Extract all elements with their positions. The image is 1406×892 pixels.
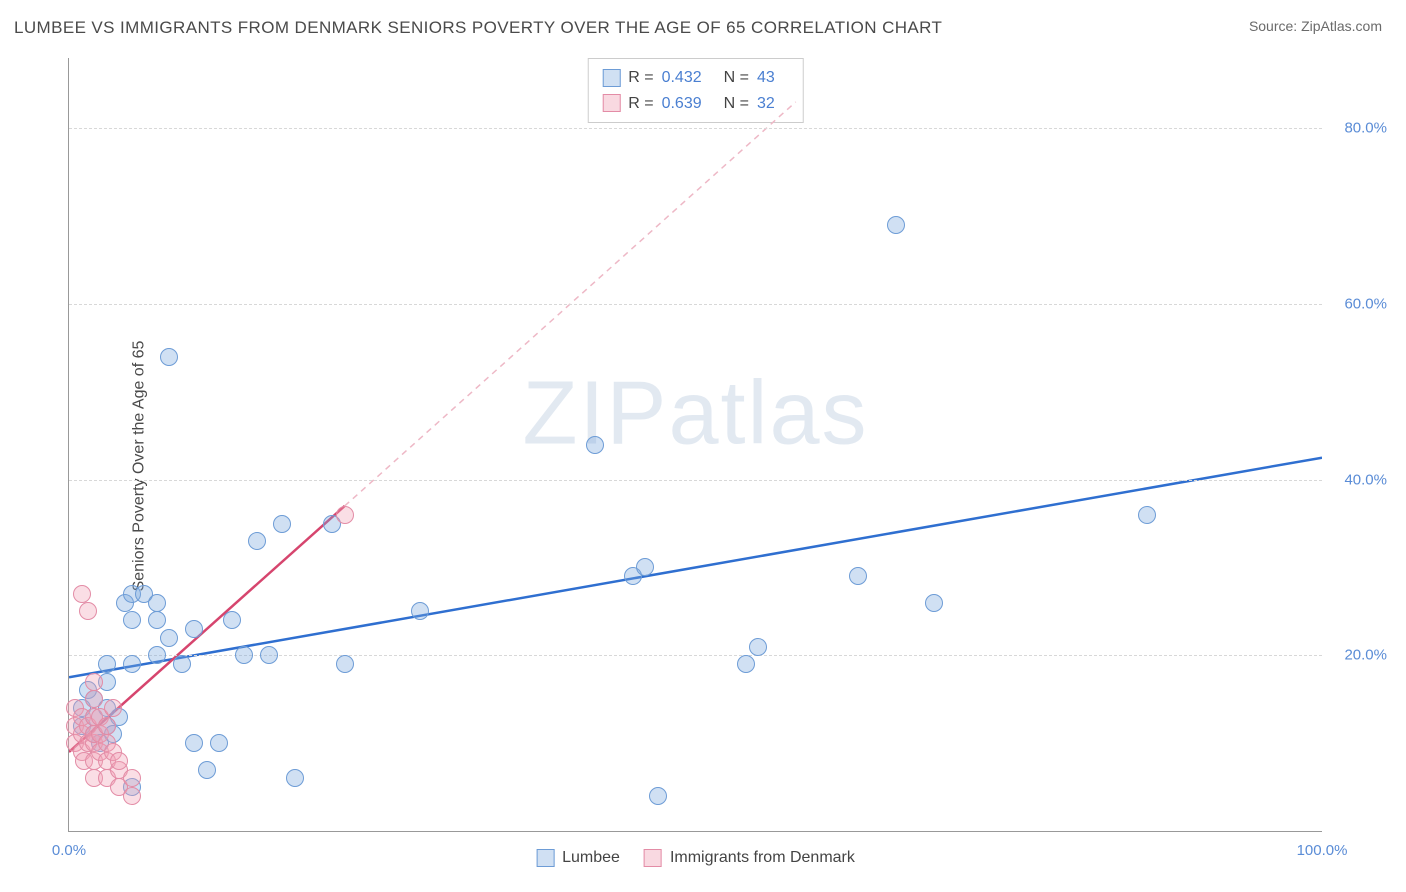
data-point — [248, 532, 266, 550]
gridline — [69, 655, 1322, 656]
data-point — [98, 717, 116, 735]
data-point — [123, 655, 141, 673]
y-tick-label: 20.0% — [1327, 647, 1387, 664]
data-point — [73, 585, 91, 603]
swatch-icon — [536, 849, 554, 867]
gridline — [69, 128, 1322, 129]
stat-n-label: N = — [724, 65, 749, 91]
y-tick-label: 60.0% — [1327, 295, 1387, 312]
data-point — [123, 611, 141, 629]
legend: Lumbee Immigrants from Denmark — [536, 849, 855, 867]
stat-row: R = 0.432 N = 43 — [602, 65, 789, 91]
data-point — [737, 655, 755, 673]
data-point — [649, 787, 667, 805]
chart-container: Seniors Poverty Over the Age of 65 ZIPat… — [14, 50, 1392, 882]
x-tick-label: 100.0% — [1297, 842, 1348, 859]
trend-lines — [69, 58, 1322, 831]
data-point — [79, 602, 97, 620]
legend-label: Immigrants from Denmark — [670, 849, 855, 867]
data-point — [411, 602, 429, 620]
data-point — [98, 655, 116, 673]
correlation-stat-box: R = 0.432 N = 43 R = 0.639 N = 32 — [587, 58, 804, 123]
data-point — [110, 752, 128, 770]
data-point — [185, 620, 203, 638]
data-point — [235, 646, 253, 664]
data-point — [749, 638, 767, 656]
source-label: Source: ZipAtlas.com — [1249, 18, 1382, 34]
data-point — [123, 769, 141, 787]
data-point — [849, 567, 867, 585]
y-tick-label: 40.0% — [1327, 471, 1387, 488]
stat-n-value: 32 — [757, 91, 775, 117]
stat-r-label: R = — [628, 65, 653, 91]
stat-r-value: 0.432 — [662, 65, 702, 91]
data-point — [223, 611, 241, 629]
data-point — [636, 558, 654, 576]
swatch-icon — [602, 94, 620, 112]
stat-n-label: N = — [724, 91, 749, 117]
swatch-icon — [602, 69, 620, 87]
legend-item: Immigrants from Denmark — [644, 849, 855, 867]
legend-item: Lumbee — [536, 849, 620, 867]
data-point — [286, 769, 304, 787]
stat-r-label: R = — [628, 91, 653, 117]
swatch-icon — [644, 849, 662, 867]
gridline — [69, 304, 1322, 305]
data-point — [160, 348, 178, 366]
legend-label: Lumbee — [562, 849, 620, 867]
data-point — [336, 655, 354, 673]
scatter-plot: ZIPatlas R = 0.432 N = 43 R = 0.639 N = … — [68, 58, 1322, 832]
data-point — [925, 594, 943, 612]
data-point — [123, 787, 141, 805]
x-tick-label: 0.0% — [52, 842, 86, 859]
data-point — [260, 646, 278, 664]
stat-n-value: 43 — [757, 65, 775, 91]
data-point — [198, 761, 216, 779]
data-point — [85, 690, 103, 708]
data-point — [85, 673, 103, 691]
data-point — [336, 506, 354, 524]
data-point — [173, 655, 191, 673]
stat-r-value: 0.639 — [662, 91, 702, 117]
data-point — [1138, 506, 1156, 524]
data-point — [887, 216, 905, 234]
watermark: ZIPatlas — [522, 362, 868, 465]
data-point — [104, 699, 122, 717]
data-point — [185, 734, 203, 752]
data-point — [210, 734, 228, 752]
chart-title: LUMBEE VS IMMIGRANTS FROM DENMARK SENIOR… — [14, 18, 942, 38]
gridline — [69, 480, 1322, 481]
y-tick-label: 80.0% — [1327, 120, 1387, 137]
data-point — [273, 515, 291, 533]
data-point — [586, 436, 604, 454]
data-point — [148, 646, 166, 664]
data-point — [160, 629, 178, 647]
data-point — [148, 594, 166, 612]
data-point — [148, 611, 166, 629]
watermark-light: atlas — [668, 363, 868, 463]
stat-row: R = 0.639 N = 32 — [602, 91, 789, 117]
